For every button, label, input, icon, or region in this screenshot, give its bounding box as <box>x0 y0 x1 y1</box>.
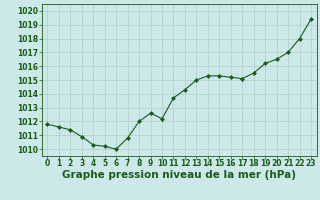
X-axis label: Graphe pression niveau de la mer (hPa): Graphe pression niveau de la mer (hPa) <box>62 170 296 180</box>
